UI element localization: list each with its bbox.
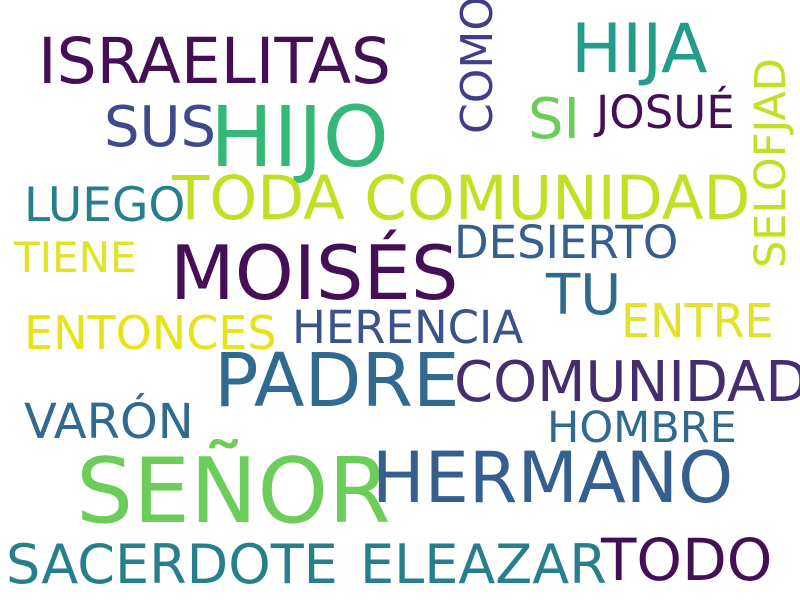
word-entonces: ENTONCES (24, 306, 277, 360)
word-como: COMO (452, 0, 503, 134)
word-sus: SUS (104, 95, 217, 160)
word-moises: MOISÉS (170, 229, 459, 317)
word-sacerdote: SACERDOTE (6, 533, 338, 596)
word-si: SI (528, 87, 581, 152)
word-comunidad: COMUNIDAD (454, 350, 800, 415)
word-senor: SEÑOR (76, 439, 391, 544)
word-desierto: DESIERTO (454, 216, 679, 269)
word-tiene: TIENE (14, 233, 137, 282)
word-hija: HIJA (571, 10, 708, 89)
word-hermano: HERMANO (372, 437, 734, 519)
word-selofjad: SELOFJAD (746, 58, 796, 268)
word-varon: VARÓN (24, 394, 194, 450)
word-tu: TU (546, 263, 622, 328)
word-todo: TODO (601, 526, 773, 594)
word-entre: ENTRE (621, 294, 774, 348)
word-hombre: HOMBRE (547, 403, 737, 453)
word-toda-comunidad: TODA COMUNIDAD (172, 163, 751, 234)
word-herencia: HERENCIA (292, 301, 524, 354)
word-eleazar: ELEAZAR (360, 533, 607, 596)
word-hijo: HIJO (210, 88, 389, 186)
word-luego: LUEGO (24, 178, 186, 233)
word-padre: PADRE (214, 338, 460, 424)
word-josue: JOSUÉ (596, 86, 735, 139)
word-israelitas: ISRAELITAS (38, 25, 392, 98)
